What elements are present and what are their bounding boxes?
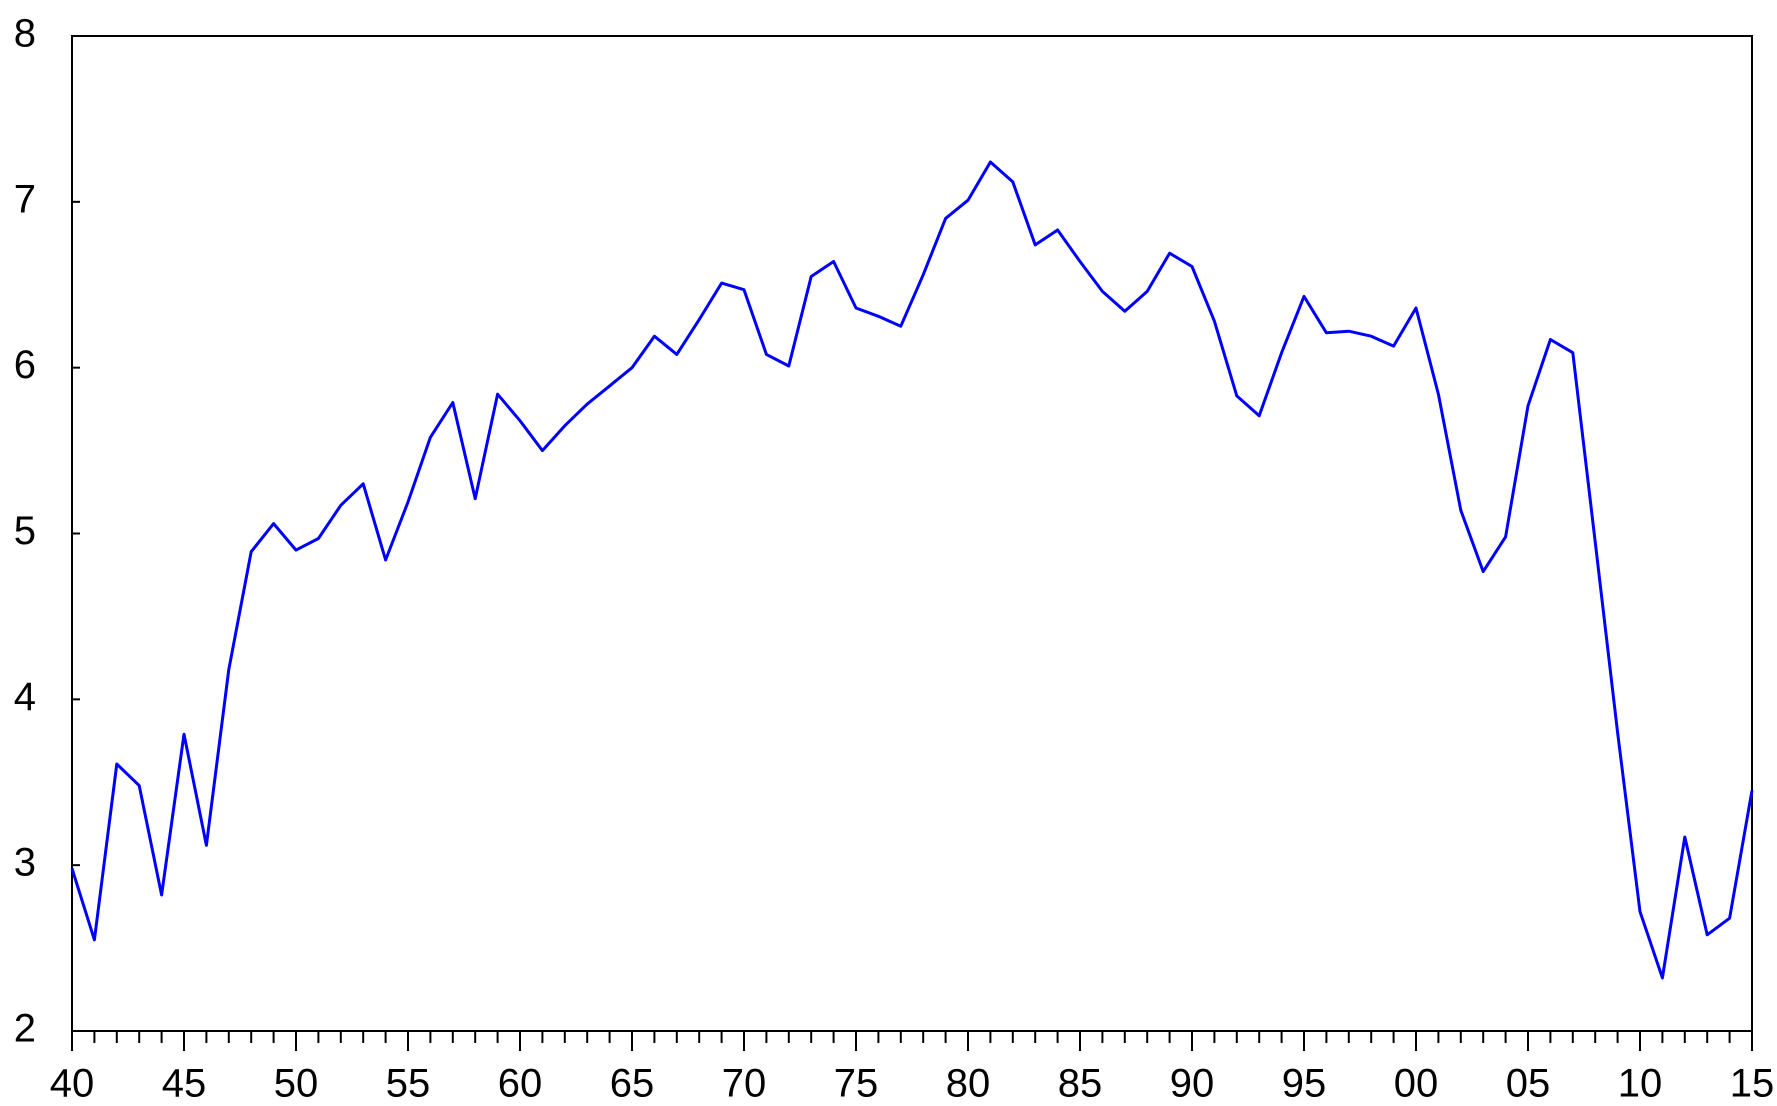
y-tick-label: 3 bbox=[14, 841, 36, 885]
x-tick-label: 00 bbox=[1394, 1062, 1439, 1106]
x-tick-label: 15 bbox=[1730, 1062, 1775, 1106]
y-tick-label: 5 bbox=[14, 509, 36, 553]
x-tick-label: 60 bbox=[498, 1062, 543, 1106]
x-tick-label: 10 bbox=[1618, 1062, 1663, 1106]
x-tick-label: 65 bbox=[610, 1062, 655, 1106]
y-tick-label: 6 bbox=[14, 343, 36, 387]
y-tick-label: 8 bbox=[14, 12, 36, 56]
x-tick-label: 85 bbox=[1058, 1062, 1103, 1106]
y-tick-label: 7 bbox=[14, 177, 36, 221]
plot-frame bbox=[71, 35, 1753, 1032]
y-tick-label: 2 bbox=[14, 1007, 36, 1051]
x-tick-label: 50 bbox=[274, 1062, 319, 1106]
y-tick-label: 4 bbox=[14, 675, 36, 719]
x-tick-label: 90 bbox=[1170, 1062, 1215, 1106]
x-tick-label: 70 bbox=[722, 1062, 767, 1106]
x-tick-label: 95 bbox=[1282, 1062, 1327, 1106]
x-tick-label: 45 bbox=[162, 1062, 207, 1106]
x-tick-label: 75 bbox=[834, 1062, 879, 1106]
x-tick-label: 55 bbox=[386, 1062, 431, 1106]
x-tick-label: 40 bbox=[50, 1062, 95, 1106]
x-tick-label: 05 bbox=[1506, 1062, 1551, 1106]
x-tick-label: 80 bbox=[946, 1062, 991, 1106]
series-line bbox=[70, 160, 1754, 980]
